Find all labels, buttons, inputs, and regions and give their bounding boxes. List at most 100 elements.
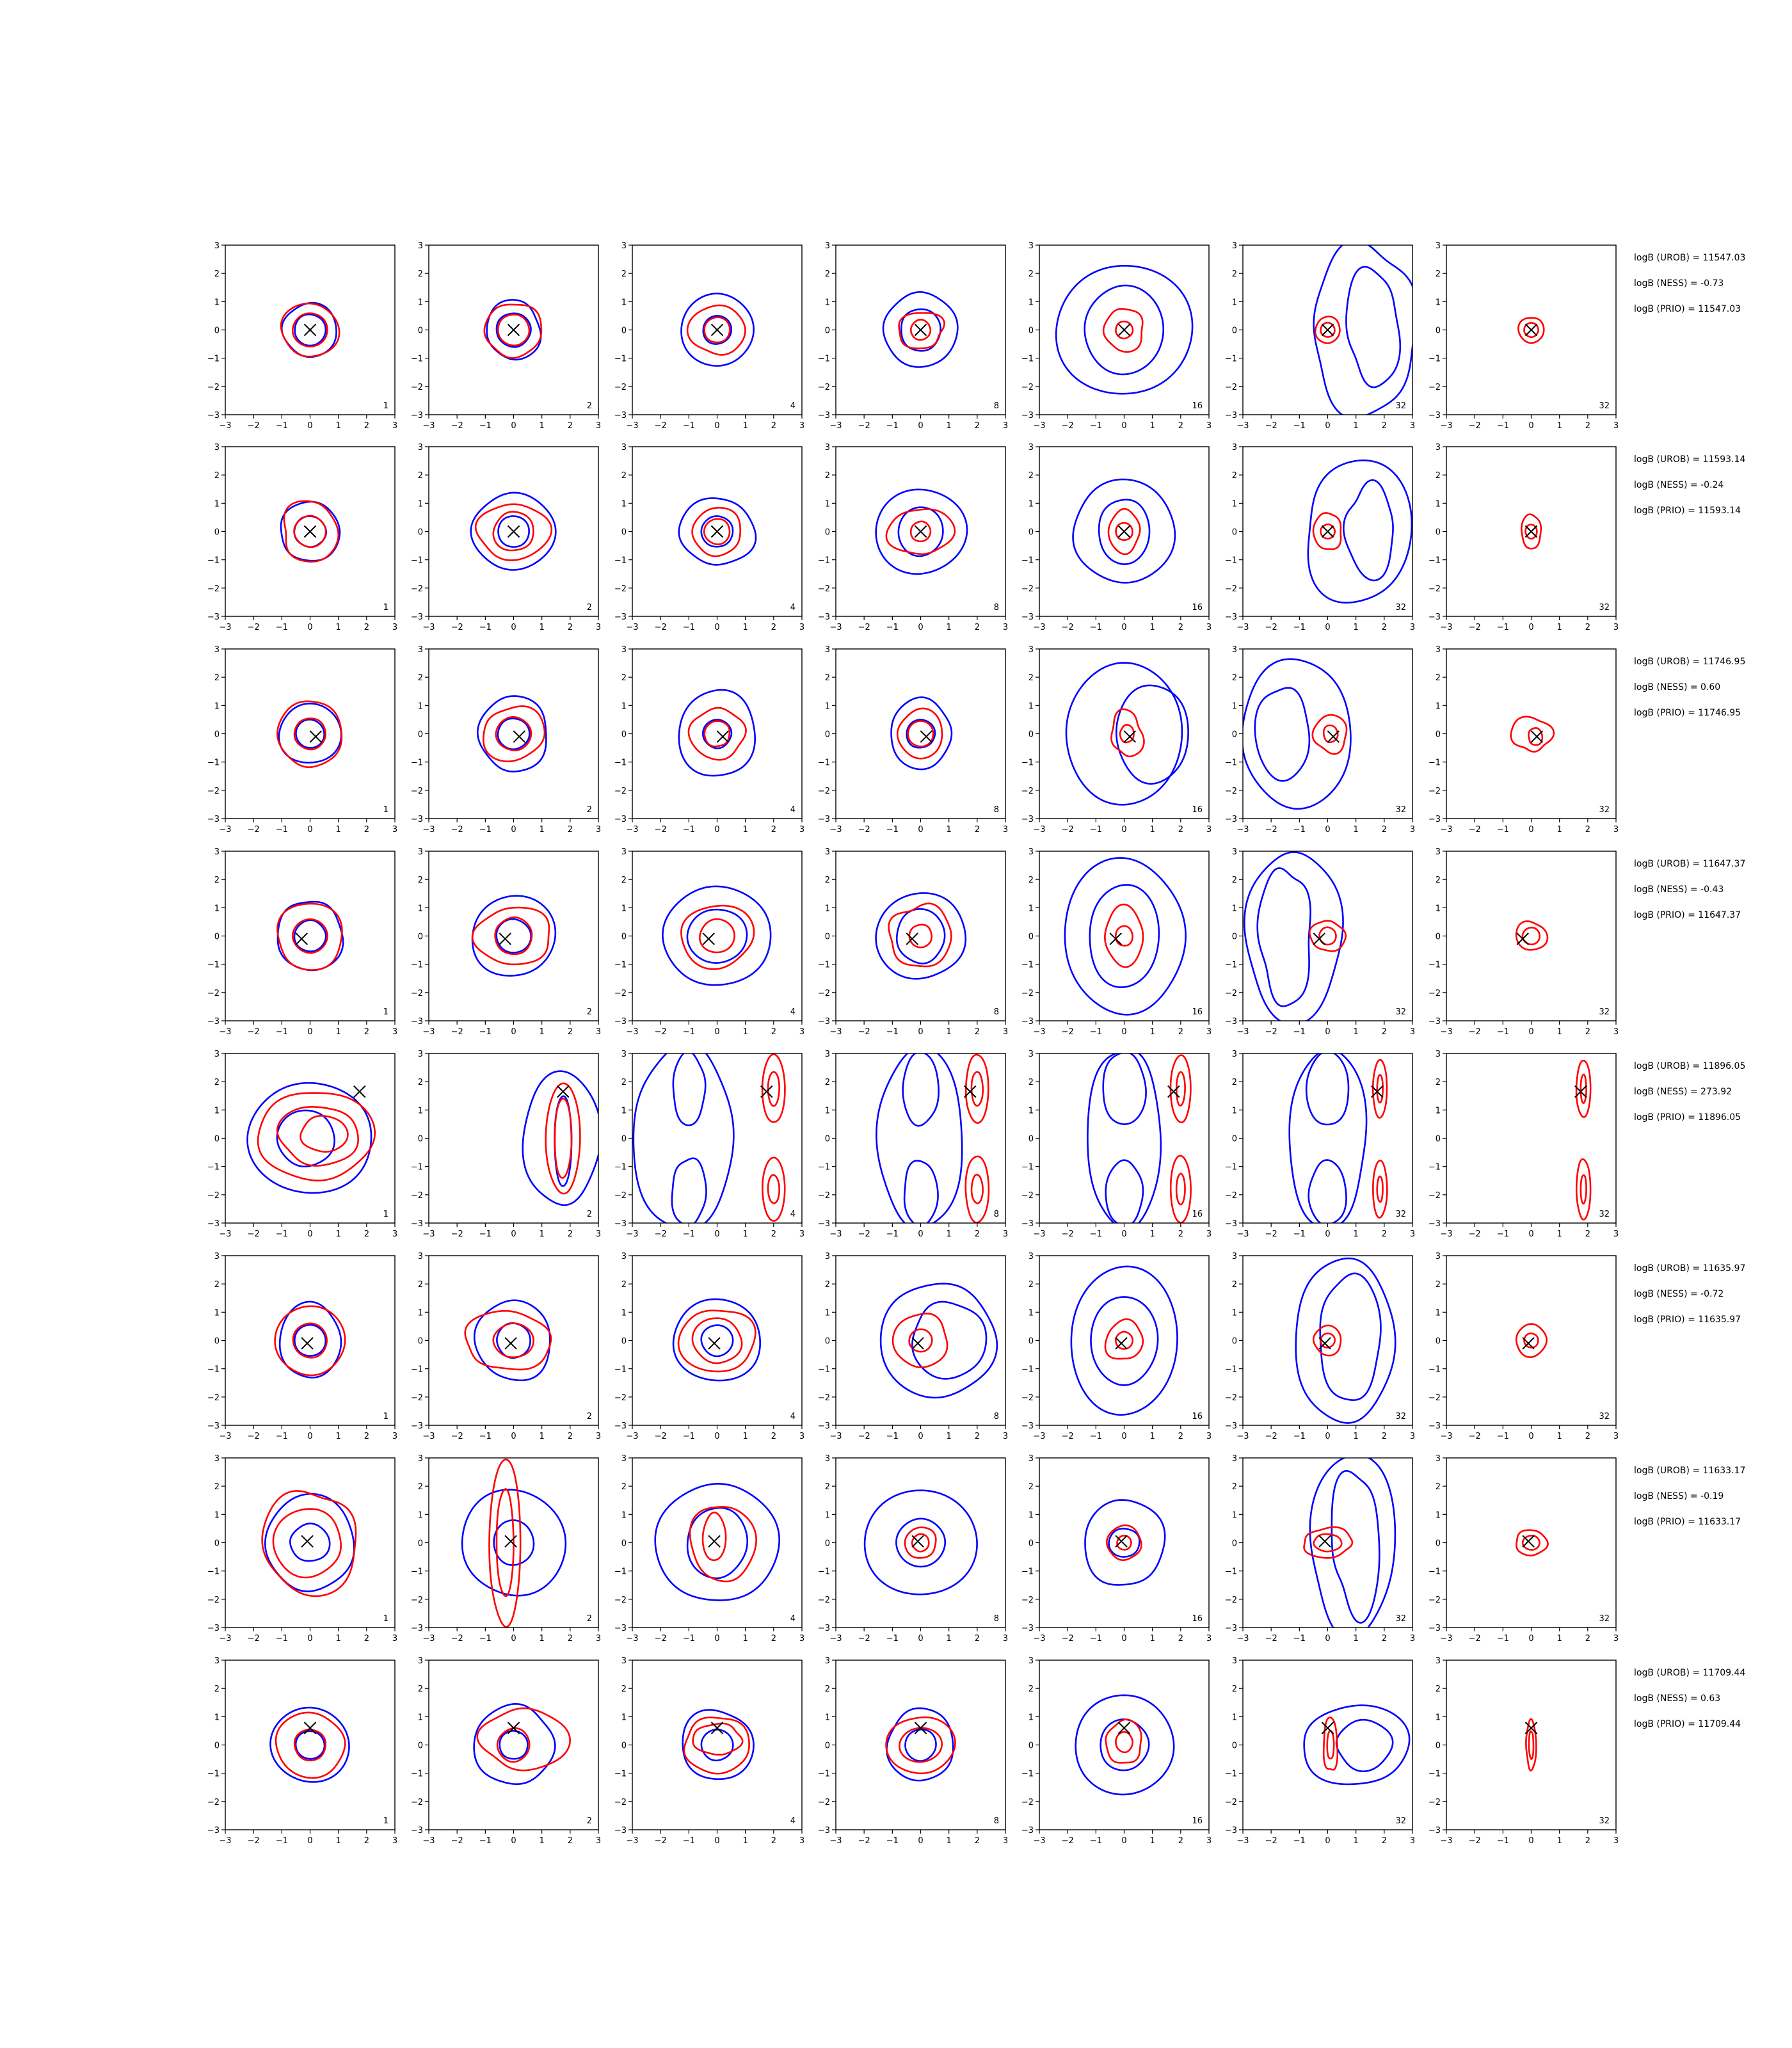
blue-contour-2 xyxy=(895,1517,947,1568)
y-tick-label: −3 xyxy=(1225,612,1237,622)
axes-frame xyxy=(428,1660,599,1830)
x-tick-label: 1 xyxy=(540,1229,545,1239)
x-tick-label: 0 xyxy=(1121,1432,1126,1441)
red-contour-1 xyxy=(1521,513,1542,550)
red-contour-2 xyxy=(495,1488,515,1597)
y-tick-label: −1 xyxy=(1225,758,1237,768)
x-marker xyxy=(920,730,933,743)
y-tick-label: 2 xyxy=(214,673,220,683)
y-tick-label: 1 xyxy=(1232,1510,1237,1520)
y-tick-label: 1 xyxy=(418,298,423,307)
y-tick-label: −3 xyxy=(1225,815,1237,824)
y-tick-label: 0 xyxy=(1232,326,1237,336)
blue-contour-2 xyxy=(671,1157,707,1223)
x-tick-label: −3 xyxy=(1033,1432,1045,1441)
x-tick-label: −3 xyxy=(1440,1027,1452,1037)
y-tick-label: 0 xyxy=(621,932,627,942)
x-tick-label: 0 xyxy=(1121,1229,1126,1239)
y-tick-label: 0 xyxy=(214,1741,220,1751)
y-tick-label: −3 xyxy=(1021,612,1034,622)
x-tick-label: −3 xyxy=(1033,421,1045,431)
x-tick-label: −2 xyxy=(858,1027,870,1037)
x-tick-label: −1 xyxy=(1497,1027,1509,1037)
blue-contour-2 xyxy=(295,718,325,749)
panel-label: 8 xyxy=(994,1007,999,1017)
blue-contour-2 xyxy=(495,312,532,348)
red-contour-1 xyxy=(276,902,343,971)
y-tick-label: 2 xyxy=(1436,673,1441,683)
x-tick-label: 2 xyxy=(1382,1634,1387,1644)
blue-contour-1 xyxy=(522,1070,598,1206)
x-tick-label: −1 xyxy=(276,1027,288,1037)
red-contour-2 xyxy=(908,924,932,948)
blue-contour-2 xyxy=(895,908,946,964)
contour-group xyxy=(476,695,547,772)
y-tick-label: −2 xyxy=(411,1596,423,1605)
y-tick-label: −2 xyxy=(1225,989,1237,998)
x-tick-label: 2 xyxy=(975,1836,980,1846)
x-tick-label: 0 xyxy=(307,1836,312,1846)
contour-group xyxy=(1515,920,1549,951)
x-tick-label: 0 xyxy=(714,421,719,431)
x-marker xyxy=(1123,730,1137,743)
contour-group xyxy=(1087,1053,1192,1223)
axes-frame xyxy=(225,648,396,819)
contour-group xyxy=(1516,1529,1549,1556)
y-tick-label: 3 xyxy=(1028,443,1034,452)
blue-contour-1 xyxy=(461,1489,567,1597)
red-contour-1 xyxy=(275,1711,346,1779)
axes-frame xyxy=(632,851,803,1021)
x-tick-label: −1 xyxy=(1497,825,1509,835)
y-tick-label: 0 xyxy=(621,326,627,336)
contour-group xyxy=(464,1299,552,1382)
x-tick-label: 2 xyxy=(1178,1836,1183,1846)
x-tick-label: −2 xyxy=(1469,421,1481,431)
panel-label: 16 xyxy=(1192,1614,1203,1624)
x-tick-label: 1 xyxy=(1557,1836,1562,1846)
y-tick-label: 2 xyxy=(1028,269,1034,279)
axes-frame xyxy=(1446,1660,1617,1830)
y-tick-label: −1 xyxy=(207,1163,220,1172)
x-tick-label: −1 xyxy=(1090,1836,1102,1846)
panel-label: 4 xyxy=(790,603,796,612)
y-tick-label: 2 xyxy=(1028,1482,1034,1492)
x-tick-label: −3 xyxy=(1033,1229,1045,1239)
x-tick-label: −3 xyxy=(1033,825,1045,835)
x-tick-label: 0 xyxy=(1121,1634,1126,1644)
x-tick-label: 2 xyxy=(1585,1229,1590,1239)
panel-label: 32 xyxy=(1599,1816,1610,1826)
x-marker xyxy=(504,1535,517,1548)
y-tick-label: −2 xyxy=(1225,1191,1237,1201)
red-contour-1 xyxy=(1516,1529,1549,1556)
y-tick-label: −1 xyxy=(1428,1770,1441,1779)
red-contour-2 xyxy=(291,312,328,348)
y-tick-label: 2 xyxy=(1232,269,1237,279)
x-tick-label: 3 xyxy=(392,1229,397,1239)
x-tick-label: −2 xyxy=(858,421,870,431)
blue-contour-1 xyxy=(246,1082,372,1194)
blue-contour-2 xyxy=(1098,499,1151,565)
x-tick-label: 0 xyxy=(1121,825,1126,835)
panel-label: 2 xyxy=(587,401,592,411)
x-tick-label: −3 xyxy=(1236,1432,1249,1441)
red-contour-1 xyxy=(488,1459,522,1628)
x-tick-label: −2 xyxy=(1265,1229,1277,1239)
axes-frame xyxy=(225,1053,396,1224)
x-tick-label: 3 xyxy=(1003,1836,1008,1846)
panel-r2-c2: −3 −2 −1 0 1 2 3 −3 −2 −1 0 1 2 3 2 xyxy=(411,443,601,632)
panel-label: 16 xyxy=(1192,1412,1203,1421)
red-contour-1 xyxy=(885,508,956,556)
y-tick-label: 0 xyxy=(825,1741,830,1751)
x-tick-label: 0 xyxy=(1121,421,1126,431)
contour-group xyxy=(885,1707,956,1782)
panel-label: 4 xyxy=(790,1412,796,1421)
x-marker xyxy=(295,932,308,945)
y-tick-label: −1 xyxy=(411,1365,423,1375)
blue-contour-1 xyxy=(879,1283,998,1399)
axes-frame xyxy=(1039,648,1210,819)
panel-r6-c7: −3 −2 −1 0 1 2 3 −3 −2 −1 0 1 2 3 32 xyxy=(1428,1252,1619,1441)
